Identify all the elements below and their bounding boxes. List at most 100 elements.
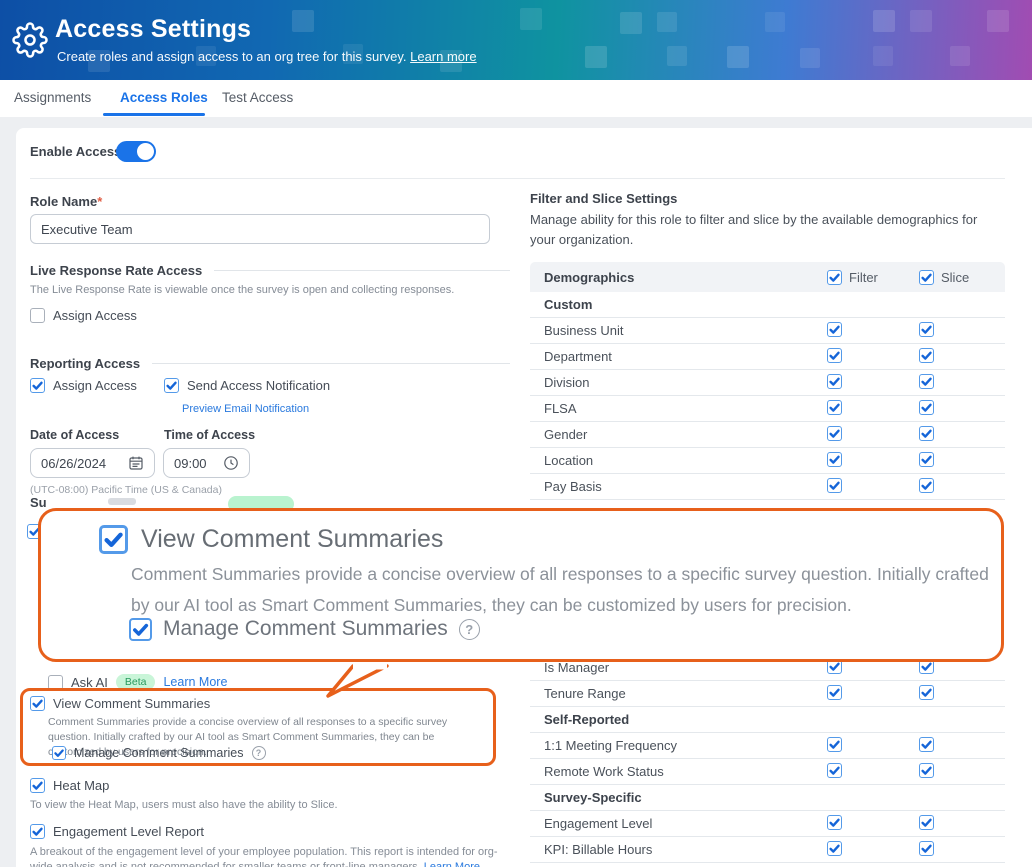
role-name-value: Executive Team [41, 221, 133, 237]
table-row: Business Unit [530, 318, 1005, 344]
decor-square [520, 8, 542, 30]
filter-checkbox[interactable] [827, 426, 842, 441]
filter-checkbox[interactable] [827, 374, 842, 389]
clock-icon[interactable] [223, 455, 239, 471]
slice-checkbox[interactable] [919, 426, 934, 441]
callout-tail [326, 662, 389, 698]
tab-bar: Assignments Access Roles Test Access [0, 80, 1032, 117]
decor-square [765, 12, 785, 32]
slice-checkbox[interactable] [919, 400, 934, 415]
slice-checkbox[interactable] [919, 841, 934, 856]
tab-access-roles[interactable]: Access Roles [120, 90, 208, 105]
filter-checkbox[interactable] [827, 348, 842, 363]
engagement-report-label: Engagement Level Report [53, 824, 205, 839]
filter-checkbox[interactable] [827, 815, 842, 830]
decor-square [987, 10, 1009, 32]
role-name-input[interactable]: Executive Team [30, 214, 490, 244]
divider [30, 178, 1005, 179]
filter-checkbox[interactable] [827, 685, 842, 700]
calendar-icon[interactable] [128, 455, 144, 471]
active-tab-indicator [103, 113, 205, 116]
heat-map-description: To view the Heat Map, users must also ha… [30, 799, 338, 811]
heat-map-row: Heat Map [30, 778, 109, 793]
header-learn-more-link[interactable]: Learn more [410, 49, 477, 64]
heat-map-checkbox[interactable] [30, 778, 45, 793]
live-response-description: The Live Response Rate is viewable once … [30, 284, 455, 296]
callout-manage-label: Manage Comment Summaries [163, 617, 448, 640]
filter-checkbox[interactable] [827, 452, 842, 467]
table-row: Is Manager [530, 655, 1005, 681]
help-icon[interactable]: ? [251, 746, 266, 760]
time-of-access-input[interactable]: 09:00 [163, 448, 250, 478]
decor-square [800, 48, 820, 68]
preview-email-link[interactable]: Preview Email Notification [182, 403, 310, 415]
callout-description: Comment Summaries provide a concise over… [131, 564, 989, 615]
filter-checkbox[interactable] [827, 478, 842, 493]
highlight-outline [20, 688, 496, 766]
manage-comment-summaries-checkbox[interactable] [52, 746, 66, 760]
tab-test-access[interactable]: Test Access [222, 90, 294, 105]
engagement-learn-more-link[interactable]: Learn More [423, 860, 480, 867]
decor-square [727, 46, 749, 68]
table-row: Tenure Range [530, 681, 1005, 707]
comment-summaries-description: Comment Summaries provide a concise over… [48, 716, 448, 759]
obscured-element [108, 498, 136, 505]
filter-checkbox[interactable] [827, 400, 842, 415]
slice-checkbox[interactable] [919, 348, 934, 363]
slice-checkbox[interactable] [919, 763, 934, 778]
live-response-assign-row: Assign Access [30, 308, 137, 323]
slice-checkbox[interactable] [919, 322, 934, 337]
filter-checkbox[interactable] [827, 841, 842, 856]
view-comment-summaries-label: View Comment Summaries [53, 696, 211, 711]
assign-access-label: Assign Access [53, 308, 137, 323]
slice-checkbox[interactable] [919, 737, 934, 752]
engagement-report-row: Engagement Level Report [30, 824, 204, 839]
slice-checkbox[interactable] [919, 374, 934, 389]
decor-square [873, 46, 893, 66]
table-row: Division [530, 370, 1005, 396]
section-rule [152, 363, 510, 364]
filter-checkbox[interactable] [827, 737, 842, 752]
enable-access-label: Enable Access [30, 144, 122, 159]
callout-view-label: View Comment Summaries [141, 525, 444, 553]
date-of-access-input[interactable]: 06/26/2024 [30, 448, 155, 478]
slice-checkbox[interactable] [919, 478, 934, 493]
enable-access-toggle[interactable] [116, 141, 156, 162]
ask-ai-learn-more-link[interactable]: Learn More [163, 675, 228, 689]
manage-comment-summaries-row: Manage Comment Summaries ? [52, 746, 266, 760]
table-row: Location [530, 448, 1005, 474]
engagement-report-checkbox[interactable] [30, 824, 45, 839]
slice-all-checkbox[interactable] [919, 269, 934, 285]
filter-checkbox[interactable] [827, 322, 842, 337]
slice-checkbox[interactable] [919, 452, 934, 467]
manage-comment-summaries-label: Manage Comment Summaries [74, 746, 244, 760]
slice-checkbox[interactable] [919, 685, 934, 700]
assign-access-checkbox[interactable] [30, 308, 45, 323]
decor-square [585, 46, 607, 68]
filter-checkbox[interactable] [827, 659, 842, 674]
filter-header: Filter [827, 269, 919, 285]
table-row: Engagement Level [530, 811, 1005, 837]
ask-ai-label: Ask AI [71, 674, 108, 690]
decor-square [196, 46, 216, 66]
callout-help-icon: ? [458, 618, 480, 640]
slice-header: Slice [919, 269, 1005, 285]
tab-assignments[interactable]: Assignments [14, 90, 92, 105]
view-comment-summaries-checkbox[interactable] [30, 696, 45, 711]
obscured-section-heading: Su [30, 495, 47, 510]
filter-slice-description: Manage ability for this role to filter a… [530, 212, 978, 248]
table-row: Department [530, 344, 1005, 370]
reporting-assign-checkbox[interactable] [30, 378, 45, 393]
page-subtitle: Create roles and assign access to an org… [57, 49, 477, 64]
filter-slice-title: Filter and Slice Settings [530, 191, 678, 206]
table-row: Pay Basis [530, 474, 1005, 500]
slice-checkbox[interactable] [919, 815, 934, 830]
filter-all-checkbox[interactable] [827, 269, 842, 285]
filter-checkbox[interactable] [827, 763, 842, 778]
send-notification-checkbox[interactable] [164, 378, 179, 393]
decor-square [620, 12, 642, 34]
decor-square [88, 50, 110, 72]
send-notification-row: Send Access Notification [164, 378, 330, 393]
subtitle-text: Create roles and assign access to an org… [57, 49, 407, 64]
